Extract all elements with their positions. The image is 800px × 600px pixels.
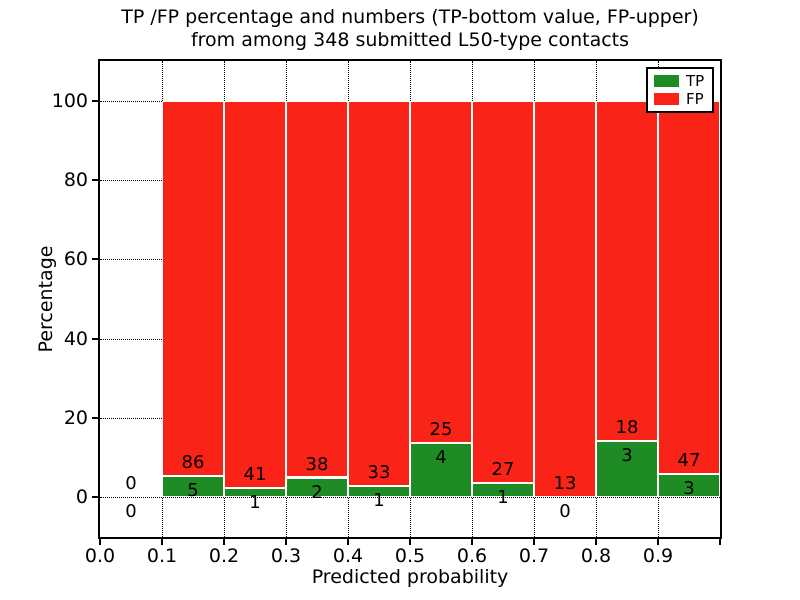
legend: TP FP: [646, 67, 714, 113]
x-tick-label: 0.3: [270, 545, 302, 567]
tp-bar: [286, 477, 348, 498]
fp-bar: [472, 100, 534, 484]
y-tick: [92, 99, 98, 102]
fp-count-label: 38: [305, 453, 329, 475]
tp-legend-label: TP: [686, 72, 705, 90]
tp-legend-swatch: [654, 75, 679, 87]
tp-count-label: 4: [435, 446, 447, 468]
legend-item-tp: TP: [654, 73, 706, 89]
x-tick: [285, 539, 287, 545]
fp-bar: [596, 100, 658, 441]
tp-count-label: 1: [249, 491, 261, 513]
x-tick-label: 0.7: [518, 545, 550, 567]
x-tick: [409, 539, 411, 545]
fp-count-label: 13: [553, 473, 577, 495]
x-tick-label: 0.6: [456, 545, 488, 567]
y-tick: [92, 496, 98, 499]
x-tick-label: 0.1: [146, 545, 178, 567]
chart-title-line1: TP /FP percentage and numbers (TP-bottom…: [121, 6, 699, 28]
fp-count-label: 86: [181, 451, 205, 473]
fp-count-label: 27: [491, 459, 515, 481]
x-tick: [99, 539, 101, 545]
y-tick-label: 60: [63, 248, 88, 271]
x-tick-label: 0.2: [208, 545, 240, 567]
fp-bar: [286, 100, 348, 478]
x-tick: [719, 539, 721, 545]
fp-bar: [410, 100, 472, 443]
tp-count-label: 1: [497, 487, 509, 509]
fp-legend-swatch: [654, 93, 679, 105]
tp-count-label: 3: [683, 477, 695, 499]
chart-title-line2: from among 348 submitted L50-type contac…: [190, 29, 630, 51]
y-tick: [92, 179, 98, 181]
tp-count-label: 0: [125, 501, 137, 523]
fp-bar: [658, 100, 720, 474]
y-tick: [92, 258, 98, 261]
tp-bar: [472, 483, 534, 498]
fp-bar: [224, 100, 286, 488]
fp-count-label: 47: [677, 449, 701, 471]
tp-count-label: 2: [311, 481, 323, 503]
x-axis-label: Predicted probability: [311, 566, 509, 588]
x-tick: [223, 539, 225, 545]
y-tick-label: 40: [63, 327, 88, 350]
x-tick: [595, 539, 597, 545]
fp-bar: [534, 100, 596, 498]
fp-count-label: 25: [429, 418, 453, 440]
y-tick: [92, 337, 98, 340]
tp-bar: [348, 485, 410, 498]
plot-area: 0 0 86 5 41 1 38 2 33 1 25 4 27 1 13 0 18 3 47 3: [98, 59, 722, 539]
fp-legend-label: FP: [686, 90, 704, 108]
fp-count-label: 41: [243, 463, 267, 485]
chart-title: TP /FP percentage and numbers (TP-bottom…: [110, 6, 710, 52]
y-tick-label: 80: [63, 169, 88, 191]
x-tick-label: 0.9: [642, 545, 674, 567]
y-tick: [92, 417, 98, 419]
x-tick-label: 0.5: [394, 545, 426, 567]
y-tick-label: 100: [51, 89, 88, 112]
x-tick: [533, 539, 535, 545]
tp-bar: [410, 442, 472, 498]
tp-count-label: 5: [187, 479, 199, 501]
fp-count-label: 33: [367, 461, 391, 483]
tp-bar: [596, 440, 658, 498]
tp-count-label: 3: [621, 444, 633, 466]
fp-bar: [162, 100, 224, 476]
tp-bar: [162, 475, 224, 498]
y-tick-label: 20: [63, 407, 88, 429]
x-tick: [161, 539, 163, 545]
x-tick-label: 0.4: [332, 545, 364, 567]
fp-bar: [348, 100, 410, 486]
legend-item-fp: FP: [654, 91, 706, 107]
fp-count-label: 18: [615, 416, 639, 438]
tp-count-label: 0: [559, 501, 571, 523]
x-tick: [347, 539, 349, 545]
x-tick: [657, 539, 659, 545]
x-tick: [471, 539, 473, 545]
tp-bar: [658, 473, 720, 498]
fp-count-label: 0: [125, 473, 137, 495]
tp-count-label: 1: [373, 489, 385, 511]
x-tick-label: 0.8: [580, 545, 612, 567]
x-tick-label: 0.0: [84, 545, 116, 567]
y-tick-label: 0: [75, 486, 88, 509]
tp-bar: [224, 487, 286, 498]
